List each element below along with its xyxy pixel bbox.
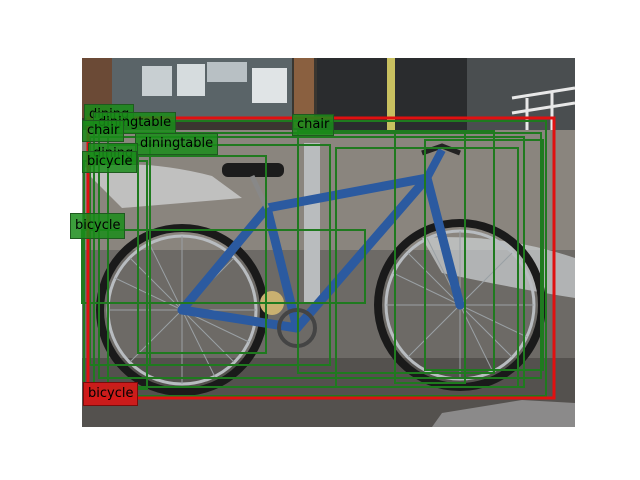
bbox-diningtable-1 bbox=[98, 132, 542, 379]
window-picture bbox=[252, 68, 287, 103]
railing bbox=[511, 86, 575, 138]
label-diningtable-2: diningtable bbox=[135, 133, 219, 155]
seat-post bbox=[249, 174, 270, 210]
window-picture bbox=[207, 62, 247, 82]
door-frame bbox=[294, 58, 314, 128]
handlebar bbox=[421, 143, 461, 156]
photo-scene bbox=[82, 58, 575, 427]
label-bicycle-1: bicycle bbox=[82, 151, 138, 173]
street-photo bbox=[82, 58, 575, 427]
head-tube bbox=[423, 148, 446, 180]
window-picture bbox=[142, 66, 172, 96]
label-chair-2: chair bbox=[292, 114, 335, 136]
bbox-bicycle-2 bbox=[81, 229, 366, 304]
bbox-aux-2 bbox=[394, 132, 466, 384]
bbox-aux-3 bbox=[424, 139, 544, 371]
bbox-aux-1 bbox=[335, 147, 519, 388]
label-chair-1: chair bbox=[82, 120, 125, 142]
label-bicycle-main: bicycle bbox=[83, 382, 139, 406]
window-picture bbox=[177, 64, 205, 96]
door-post bbox=[387, 58, 395, 138]
metal-pole bbox=[304, 143, 320, 303]
bbox-dining-2 bbox=[107, 144, 331, 366]
bbox-diningtable-2 bbox=[137, 155, 267, 354]
snow-patch bbox=[82, 164, 242, 208]
bbox-bicycle-main bbox=[86, 116, 556, 400]
label-bicycle-2: bicycle bbox=[70, 213, 126, 239]
bbox-dining-1 bbox=[93, 120, 547, 397]
bbox-aux-4 bbox=[107, 136, 525, 388]
saddle bbox=[222, 163, 284, 177]
